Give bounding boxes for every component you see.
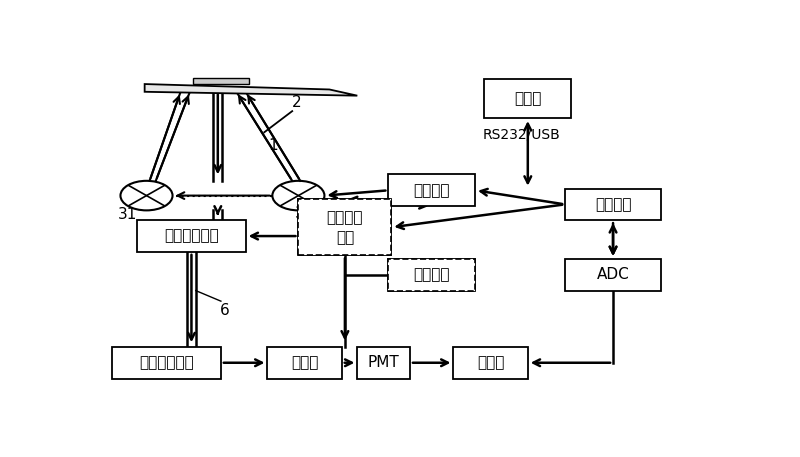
Bar: [267, 347, 342, 378]
Bar: [193, 78, 249, 84]
Text: 电机控制: 电机控制: [414, 267, 450, 282]
Text: 放大器: 放大器: [477, 355, 504, 370]
Text: 第二光学系统: 第二光学系统: [139, 355, 194, 370]
Text: ADC: ADC: [597, 267, 630, 282]
Text: 第一光学系统: 第一光学系统: [164, 228, 219, 244]
Text: 单色仪: 单色仪: [291, 355, 318, 370]
Text: 计算机: 计算机: [514, 91, 542, 106]
Text: 波长控制
单元: 波长控制 单元: [326, 210, 363, 244]
Bar: [388, 175, 475, 206]
Bar: [138, 220, 246, 252]
Text: 微处理器: 微处理器: [594, 197, 631, 212]
Text: 电机控制: 电机控制: [414, 267, 450, 282]
Text: 31: 31: [118, 207, 137, 223]
Bar: [388, 259, 475, 291]
Polygon shape: [145, 84, 358, 96]
Bar: [298, 199, 391, 255]
Bar: [485, 80, 571, 118]
Bar: [565, 259, 661, 291]
Text: 波长控制
单元: 波长控制 单元: [326, 210, 363, 244]
Text: 6: 6: [220, 303, 230, 318]
Text: 1: 1: [269, 138, 278, 153]
Bar: [565, 189, 661, 220]
Bar: [454, 347, 528, 378]
Bar: [298, 199, 391, 255]
Text: 2: 2: [292, 95, 302, 110]
Bar: [358, 347, 410, 378]
Bar: [388, 259, 475, 291]
Bar: [112, 347, 221, 378]
Text: 光源驱动: 光源驱动: [414, 183, 450, 198]
Text: RS232/USB: RS232/USB: [482, 127, 560, 141]
Text: PMT: PMT: [368, 355, 399, 370]
Text: 32: 32: [295, 207, 314, 221]
